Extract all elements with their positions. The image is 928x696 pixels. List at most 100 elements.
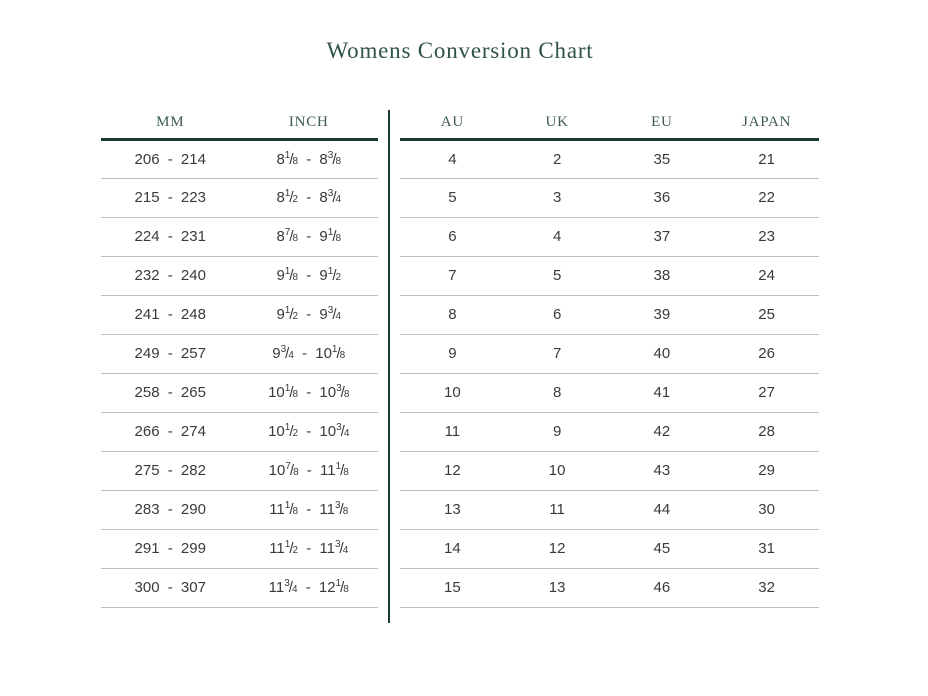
au-size-cell: 13 (400, 490, 505, 530)
uk-size-cell: 9 (504, 412, 610, 452)
table-row: 258 - 265 101/8 - 103/8 (101, 373, 378, 413)
au-size-cell: 7 (400, 256, 505, 296)
table-row: 249 - 257 93/4 - 101/8 (101, 334, 378, 374)
sizes-table-head: AU UK EU JAPAN (400, 108, 819, 141)
uk-size-cell: 11 (504, 490, 610, 530)
au-size-cell: 6 (400, 217, 505, 257)
table-row: 11 9 42 28 (400, 412, 819, 452)
table-row: 206 - 214 81/8 - 83/8 (101, 139, 378, 179)
japan-size-cell: 28 (714, 412, 819, 452)
mm-inch-table: MM INCH 206 - 214 81/8 - 83/8 215 - 223 81/2… (101, 108, 378, 608)
table-row: 8 6 39 25 (400, 295, 819, 335)
page-title: Womens Conversion Chart (326, 38, 594, 63)
table-row: 13 11 44 30 (400, 490, 819, 530)
uk-size-cell: 5 (504, 256, 610, 296)
mm-range-cell: 283 - 290 (101, 490, 240, 530)
table-row: 7 5 38 24 (400, 256, 819, 296)
column-header-japan: JAPAN (714, 108, 819, 141)
table-row: 6 4 37 23 (400, 217, 819, 257)
table-row: 5 3 36 22 (400, 178, 819, 218)
au-size-cell: 8 (400, 295, 505, 335)
inch-range-cell: 87/8 - 91/8 (239, 217, 378, 257)
table-row: 15 13 46 32 (400, 568, 819, 608)
mm-range-cell: 224 - 231 (101, 217, 240, 257)
conversion-tables: MM INCH 206 - 214 81/8 - 83/8 215 - 223 81/2… (0, 108, 928, 638)
mm-range-cell: 300 - 307 (101, 568, 240, 608)
eu-size-cell: 36 (609, 178, 715, 218)
japan-size-cell: 24 (714, 256, 819, 296)
inch-range-cell: 91/2 - 93/4 (239, 295, 378, 335)
japan-size-cell: 23 (714, 217, 819, 257)
eu-size-cell: 38 (609, 256, 715, 296)
mm-range-cell: 266 - 274 (101, 412, 240, 452)
eu-size-cell: 40 (609, 334, 715, 374)
inch-range-cell: 113/4 - 121/8 (239, 568, 378, 608)
au-size-cell: 12 (400, 451, 505, 491)
japan-size-cell: 22 (714, 178, 819, 218)
japan-size-cell: 26 (714, 334, 819, 374)
au-size-cell: 9 (400, 334, 505, 374)
column-header-au: AU (400, 108, 505, 141)
eu-size-cell: 44 (609, 490, 715, 530)
au-size-cell: 11 (400, 412, 505, 452)
eu-size-cell: 46 (609, 568, 715, 608)
column-header-eu: EU (609, 108, 715, 141)
eu-size-cell: 37 (609, 217, 715, 257)
mm-range-cell: 241 - 248 (101, 295, 240, 335)
table-row: 241 - 248 91/2 - 93/4 (101, 295, 378, 335)
mm-range-cell: 258 - 265 (101, 373, 240, 413)
table-row: 291 - 299 111/2 - 113/4 (101, 529, 378, 569)
eu-size-cell: 45 (609, 529, 715, 569)
table-row: 300 - 307 113/4 - 121/8 (101, 568, 378, 608)
au-size-cell: 15 (400, 568, 505, 608)
table-row: 232 - 240 91/8 - 91/2 (101, 256, 378, 296)
inch-range-cell: 111/8 - 113/8 (239, 490, 378, 530)
uk-size-cell: 13 (504, 568, 610, 608)
sizes-table: AU UK EU JAPAN 4 2 35 21 5 3 36 22 6 4 37 23 7 5 38 24 8 6 39… (400, 108, 819, 608)
mm-range-cell: 232 - 240 (101, 256, 240, 296)
uk-size-cell: 10 (504, 451, 610, 491)
eu-size-cell: 43 (609, 451, 715, 491)
uk-size-cell: 4 (504, 217, 610, 257)
japan-size-cell: 30 (714, 490, 819, 530)
table-row: 14 12 45 31 (400, 529, 819, 569)
uk-size-cell: 2 (504, 139, 610, 179)
japan-size-cell: 31 (714, 529, 819, 569)
inch-range-cell: 101/2 - 103/4 (239, 412, 378, 452)
mm-range-cell: 291 - 299 (101, 529, 240, 569)
au-size-cell: 5 (400, 178, 505, 218)
mm-range-cell: 249 - 257 (101, 334, 240, 374)
column-header-mm: MM (101, 108, 240, 141)
inch-range-cell: 81/8 - 83/8 (239, 139, 378, 179)
table-row: 283 - 290 111/8 - 113/8 (101, 490, 378, 530)
uk-size-cell: 3 (504, 178, 610, 218)
uk-size-cell: 7 (504, 334, 610, 374)
uk-size-cell: 8 (504, 373, 610, 413)
eu-size-cell: 35 (609, 139, 715, 179)
eu-size-cell: 39 (609, 295, 715, 335)
eu-size-cell: 42 (609, 412, 715, 452)
mm-range-cell: 215 - 223 (101, 178, 240, 218)
table-row: 224 - 231 87/8 - 91/8 (101, 217, 378, 257)
column-header-inch: INCH (239, 108, 378, 141)
table-row: 10 8 41 27 (400, 373, 819, 413)
inch-range-cell: 93/4 - 101/8 (239, 334, 378, 374)
table-row: 266 - 274 101/2 - 103/4 (101, 412, 378, 452)
inch-range-cell: 107/8 - 111/8 (239, 451, 378, 491)
japan-size-cell: 27 (714, 373, 819, 413)
table-header-row: AU UK EU JAPAN (400, 108, 819, 141)
inch-range-cell: 91/8 - 91/2 (239, 256, 378, 296)
table-row: 4 2 35 21 (400, 139, 819, 179)
sizes-table-body: 4 2 35 21 5 3 36 22 6 4 37 23 7 5 38 24 8 6 39 25 9 7 40 26 10 8 4… (400, 139, 819, 608)
au-size-cell: 14 (400, 529, 505, 569)
inch-range-cell: 81/2 - 83/4 (239, 178, 378, 218)
au-size-cell: 4 (400, 139, 505, 179)
japan-size-cell: 21 (714, 139, 819, 179)
table-header-row: MM INCH (101, 108, 378, 141)
mm-inch-table-body: 206 - 214 81/8 - 83/8 215 - 223 81/2 - 83/4… (101, 139, 378, 608)
table-divider (388, 110, 390, 623)
eu-size-cell: 41 (609, 373, 715, 413)
table-row: 12 10 43 29 (400, 451, 819, 491)
uk-size-cell: 12 (504, 529, 610, 569)
